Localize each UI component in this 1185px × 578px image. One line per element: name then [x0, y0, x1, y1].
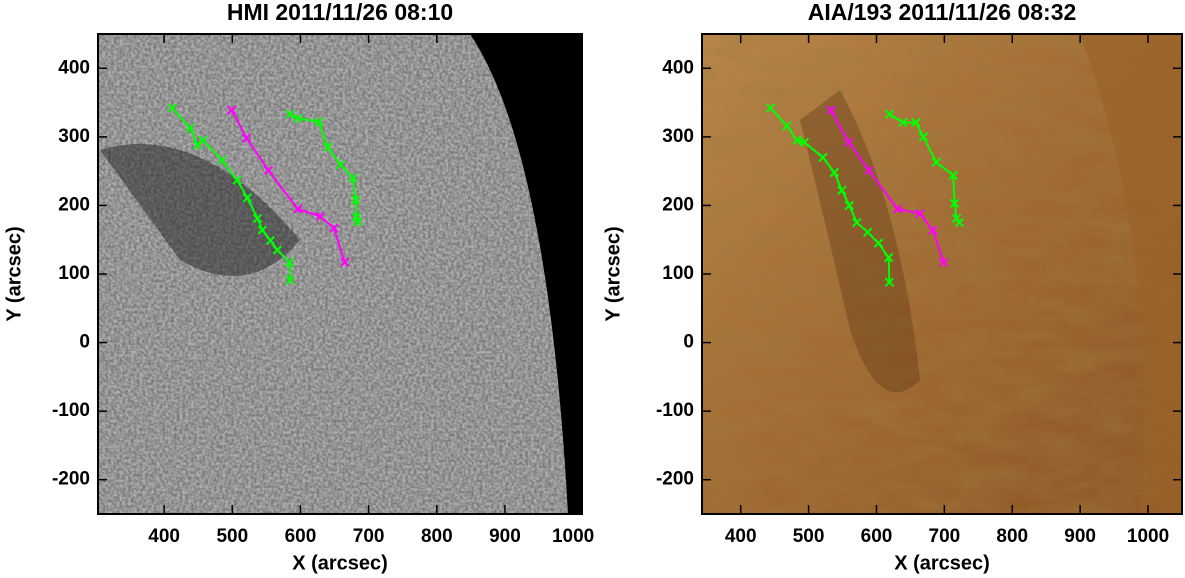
- y-tick-label: 0: [79, 332, 90, 353]
- x-tick-label: 800: [421, 526, 453, 547]
- point-marker: [329, 223, 339, 233]
- chart-title: HMI 2011/11/26 08:10: [227, 0, 453, 25]
- y-tick-label: 200: [662, 194, 694, 215]
- x-axis-label: X (arcsec): [894, 552, 990, 574]
- point-marker: [353, 217, 363, 227]
- x-tick-label: 500: [793, 526, 825, 547]
- point-marker: [226, 105, 237, 115]
- point-marker: [293, 113, 303, 124]
- x-tick-label: 1000: [552, 526, 594, 547]
- point-marker: [232, 175, 242, 185]
- point-marker: [892, 204, 903, 214]
- point-marker: [931, 157, 941, 167]
- point-marker: [883, 252, 894, 263]
- point-marker: [263, 165, 274, 176]
- y-tick-label: -200: [52, 469, 90, 490]
- point-marker: [898, 117, 908, 128]
- point-marker: [954, 217, 965, 228]
- point-marker: [949, 198, 960, 209]
- point-marker: [284, 257, 295, 268]
- point-marker: [844, 200, 855, 211]
- x-tick-label: 900: [489, 526, 521, 547]
- point-marker: [315, 211, 325, 222]
- point-marker: [864, 165, 874, 176]
- y-axis-label: Y (arcsec): [3, 226, 25, 321]
- point-marker: [252, 213, 263, 224]
- x-tick-label: 800: [996, 526, 1028, 547]
- x-tick-label: 600: [861, 526, 893, 547]
- point-marker: [167, 103, 178, 113]
- point-marker: [285, 275, 295, 285]
- aia-image: [702, 34, 1182, 514]
- point-marker: [314, 117, 324, 127]
- y-tick-label: -100: [52, 400, 90, 421]
- y-tick-label: 300: [662, 126, 694, 147]
- x-tick-label: 700: [929, 526, 961, 547]
- x-tick-label: 600: [285, 526, 317, 547]
- y-tick-label: 0: [683, 332, 694, 353]
- point-marker: [257, 225, 267, 235]
- point-marker: [792, 135, 802, 145]
- chart-title: AIA/193 2011/11/26 08:32: [808, 0, 1077, 25]
- point-marker: [293, 204, 303, 214]
- y-tick-label: 100: [58, 263, 90, 284]
- y-tick-label: 400: [662, 57, 694, 78]
- y-tick-label: 400: [58, 57, 90, 78]
- point-marker: [285, 109, 295, 119]
- point-marker: [782, 121, 792, 131]
- x-axis-label: X (arcsec): [292, 552, 388, 574]
- x-tick-label: 400: [148, 526, 180, 547]
- point-marker: [852, 217, 862, 228]
- point-marker: [837, 185, 847, 196]
- point-marker: [323, 142, 333, 152]
- point-marker: [928, 225, 938, 235]
- point-marker: [918, 132, 929, 142]
- point-marker: [185, 123, 195, 133]
- y-tick-label: -100: [656, 400, 694, 421]
- point-marker: [829, 167, 840, 178]
- point-marker: [765, 103, 776, 113]
- point-marker: [241, 133, 252, 143]
- y-tick-label: -200: [656, 469, 694, 490]
- point-marker: [217, 155, 227, 165]
- point-marker: [884, 277, 895, 287]
- x-tick-label: 900: [1064, 526, 1096, 547]
- point-marker: [884, 109, 895, 119]
- x-tick-label: 500: [216, 526, 248, 547]
- point-marker: [818, 152, 828, 163]
- y-axis-label: Y (arcsec): [602, 226, 624, 321]
- point-marker: [265, 235, 276, 246]
- point-marker: [915, 208, 925, 219]
- x-tick-label: 400: [725, 526, 757, 547]
- point-marker: [242, 193, 252, 203]
- y-tick-label: 200: [58, 194, 90, 215]
- point-marker: [862, 227, 873, 237]
- x-tick-label: 700: [353, 526, 385, 547]
- point-marker: [272, 245, 282, 255]
- point-marker: [948, 170, 958, 180]
- y-tick-label: 300: [58, 126, 90, 147]
- point-marker: [911, 117, 921, 128]
- y-tick-label: 100: [662, 263, 694, 284]
- point-marker: [873, 238, 884, 248]
- point-marker: [348, 173, 358, 183]
- point-marker: [340, 257, 350, 268]
- x-tick-label: 1000: [1127, 526, 1169, 547]
- point-marker: [350, 195, 361, 205]
- point-marker: [335, 160, 346, 170]
- point-marker: [938, 257, 949, 268]
- point-marker: [826, 105, 836, 115]
- point-marker: [843, 137, 854, 148]
- point-marker: [799, 137, 810, 148]
- point-marker: [198, 135, 208, 145]
